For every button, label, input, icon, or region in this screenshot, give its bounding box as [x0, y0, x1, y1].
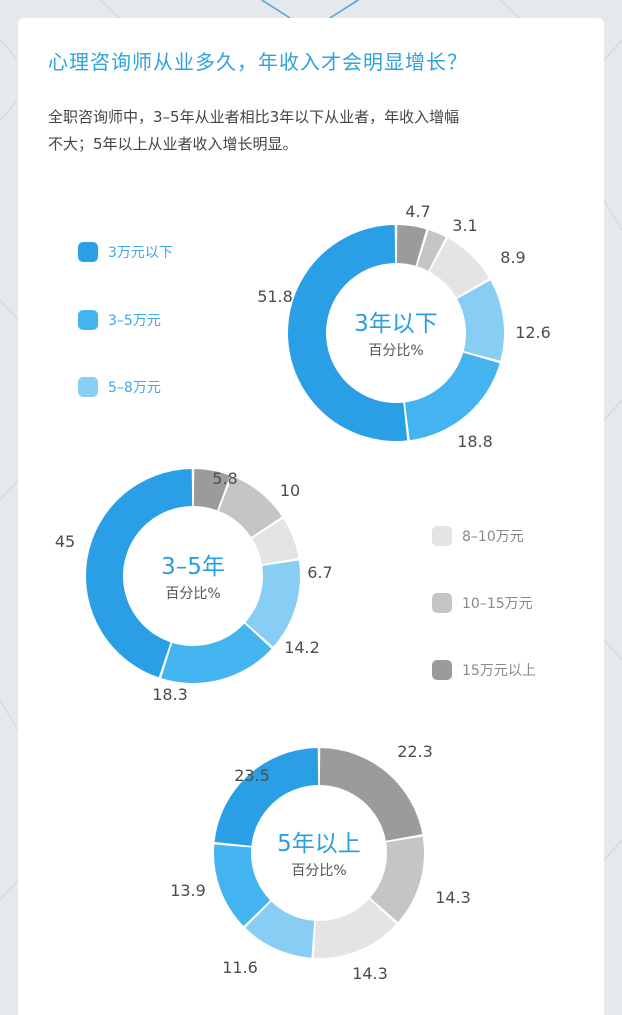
donut-1-value-label-3: 12.6 — [515, 323, 551, 342]
donut-2-segment-6 — [193, 469, 230, 511]
legend-label-4: 8–10万元 — [462, 529, 524, 545]
legend-group: 3万元以下 3–5万元 5–8万元 8–10万元 10–15万元 15万元以上 — [78, 242, 536, 680]
legend-label-2: 3–5万元 — [108, 313, 161, 329]
legend-label-6: 15万元以上 — [462, 663, 536, 679]
donut-2-unit-label: 百分比% — [165, 586, 220, 602]
legend-label-3: 5–8万元 — [108, 380, 161, 396]
donut-2-value-label-3: 14.2 — [284, 638, 320, 657]
donut-1-segment-1 — [287, 225, 408, 442]
legend-item-6: 15万元以上 — [432, 660, 536, 680]
donut-3-center-title: 5年以上 — [277, 831, 361, 857]
donut-3-segment-1 — [214, 748, 319, 846]
legend-item-1: 3万元以下 — [78, 242, 173, 262]
chart-title: 心理咨询师从业多久，年收入才会明显增长？ — [48, 50, 468, 74]
donut-1-value-label-1: 51.8 — [257, 287, 293, 306]
subtitle-line-1: 全职咨询师中，3–5年从业者相比3年以下从业者，年收入增幅 — [48, 108, 459, 126]
donut-3-value-label-6: 22.3 — [397, 742, 433, 761]
donut-2-segment-1 — [85, 469, 193, 678]
donut-2-segment-3 — [245, 560, 300, 647]
legend-label-1: 3万元以下 — [108, 245, 173, 261]
donut-1-unit-label: 百分比% — [368, 343, 423, 359]
legend-swatch-5 — [432, 593, 452, 613]
legend-swatch-4 — [432, 526, 452, 546]
legend-swatch-3 — [78, 377, 98, 397]
donut-1-value-label-4: 8.9 — [500, 248, 525, 267]
legend-swatch-1 — [78, 242, 98, 262]
donut-3-segment-5 — [370, 836, 425, 923]
donut-3-segment-3 — [245, 901, 315, 958]
donut-2-value-label-6: 5.8 — [212, 469, 237, 488]
donut-1-segment-5 — [417, 230, 446, 271]
donut-2-value-label-4: 6.7 — [307, 563, 332, 582]
donut-1-segment-2 — [404, 352, 500, 441]
donut-2-value-label-1: 45 — [55, 532, 75, 551]
donut-2-segment-5 — [218, 476, 282, 538]
donut-3-value-label-4: 14.3 — [352, 964, 388, 983]
donut-3-value-label-5: 14.3 — [435, 888, 471, 907]
donut-1-segment-6 — [396, 225, 427, 266]
donut-2-value-label-2: 18.3 — [152, 685, 188, 704]
donut-2-center-title: 3–5年 — [161, 554, 225, 580]
legend-item-2: 3–5万元 — [78, 310, 161, 330]
donut-3-segment-6 — [319, 748, 423, 841]
donut-1-segment-3 — [457, 280, 504, 361]
donut-1-center-title: 3年以下 — [354, 311, 438, 337]
donut-3-segment-4 — [313, 899, 397, 959]
legend-swatch-2 — [78, 310, 98, 330]
donut-2-value-label-5: 10 — [280, 481, 300, 500]
donut-1-value-label-2: 18.8 — [457, 432, 493, 451]
donut-2-segment-2 — [161, 623, 272, 683]
donut-1-value-label-6: 4.7 — [405, 202, 430, 221]
donut-3-value-label-3: 11.6 — [222, 958, 258, 977]
donut-3-segment-2 — [214, 844, 271, 927]
subtitle-line-2: 不大；5年以上从业者收入增长明显。 — [48, 135, 298, 153]
donut-1-segment-4 — [429, 238, 490, 298]
donut-2-segment-4 — [252, 518, 299, 565]
donut-3-value-label-2: 13.9 — [170, 881, 206, 900]
donut-3-unit-label: 百分比% — [291, 863, 346, 879]
legend-label-5: 10–15万元 — [462, 596, 533, 612]
donut-1-value-label-5: 3.1 — [452, 216, 477, 235]
legend-item-4: 8–10万元 — [432, 526, 524, 546]
donut-3-value-label-1: 23.5 — [234, 766, 270, 785]
legend-item-5: 10–15万元 — [432, 593, 533, 613]
legend-item-3: 5–8万元 — [78, 377, 161, 397]
legend-swatch-6 — [432, 660, 452, 680]
